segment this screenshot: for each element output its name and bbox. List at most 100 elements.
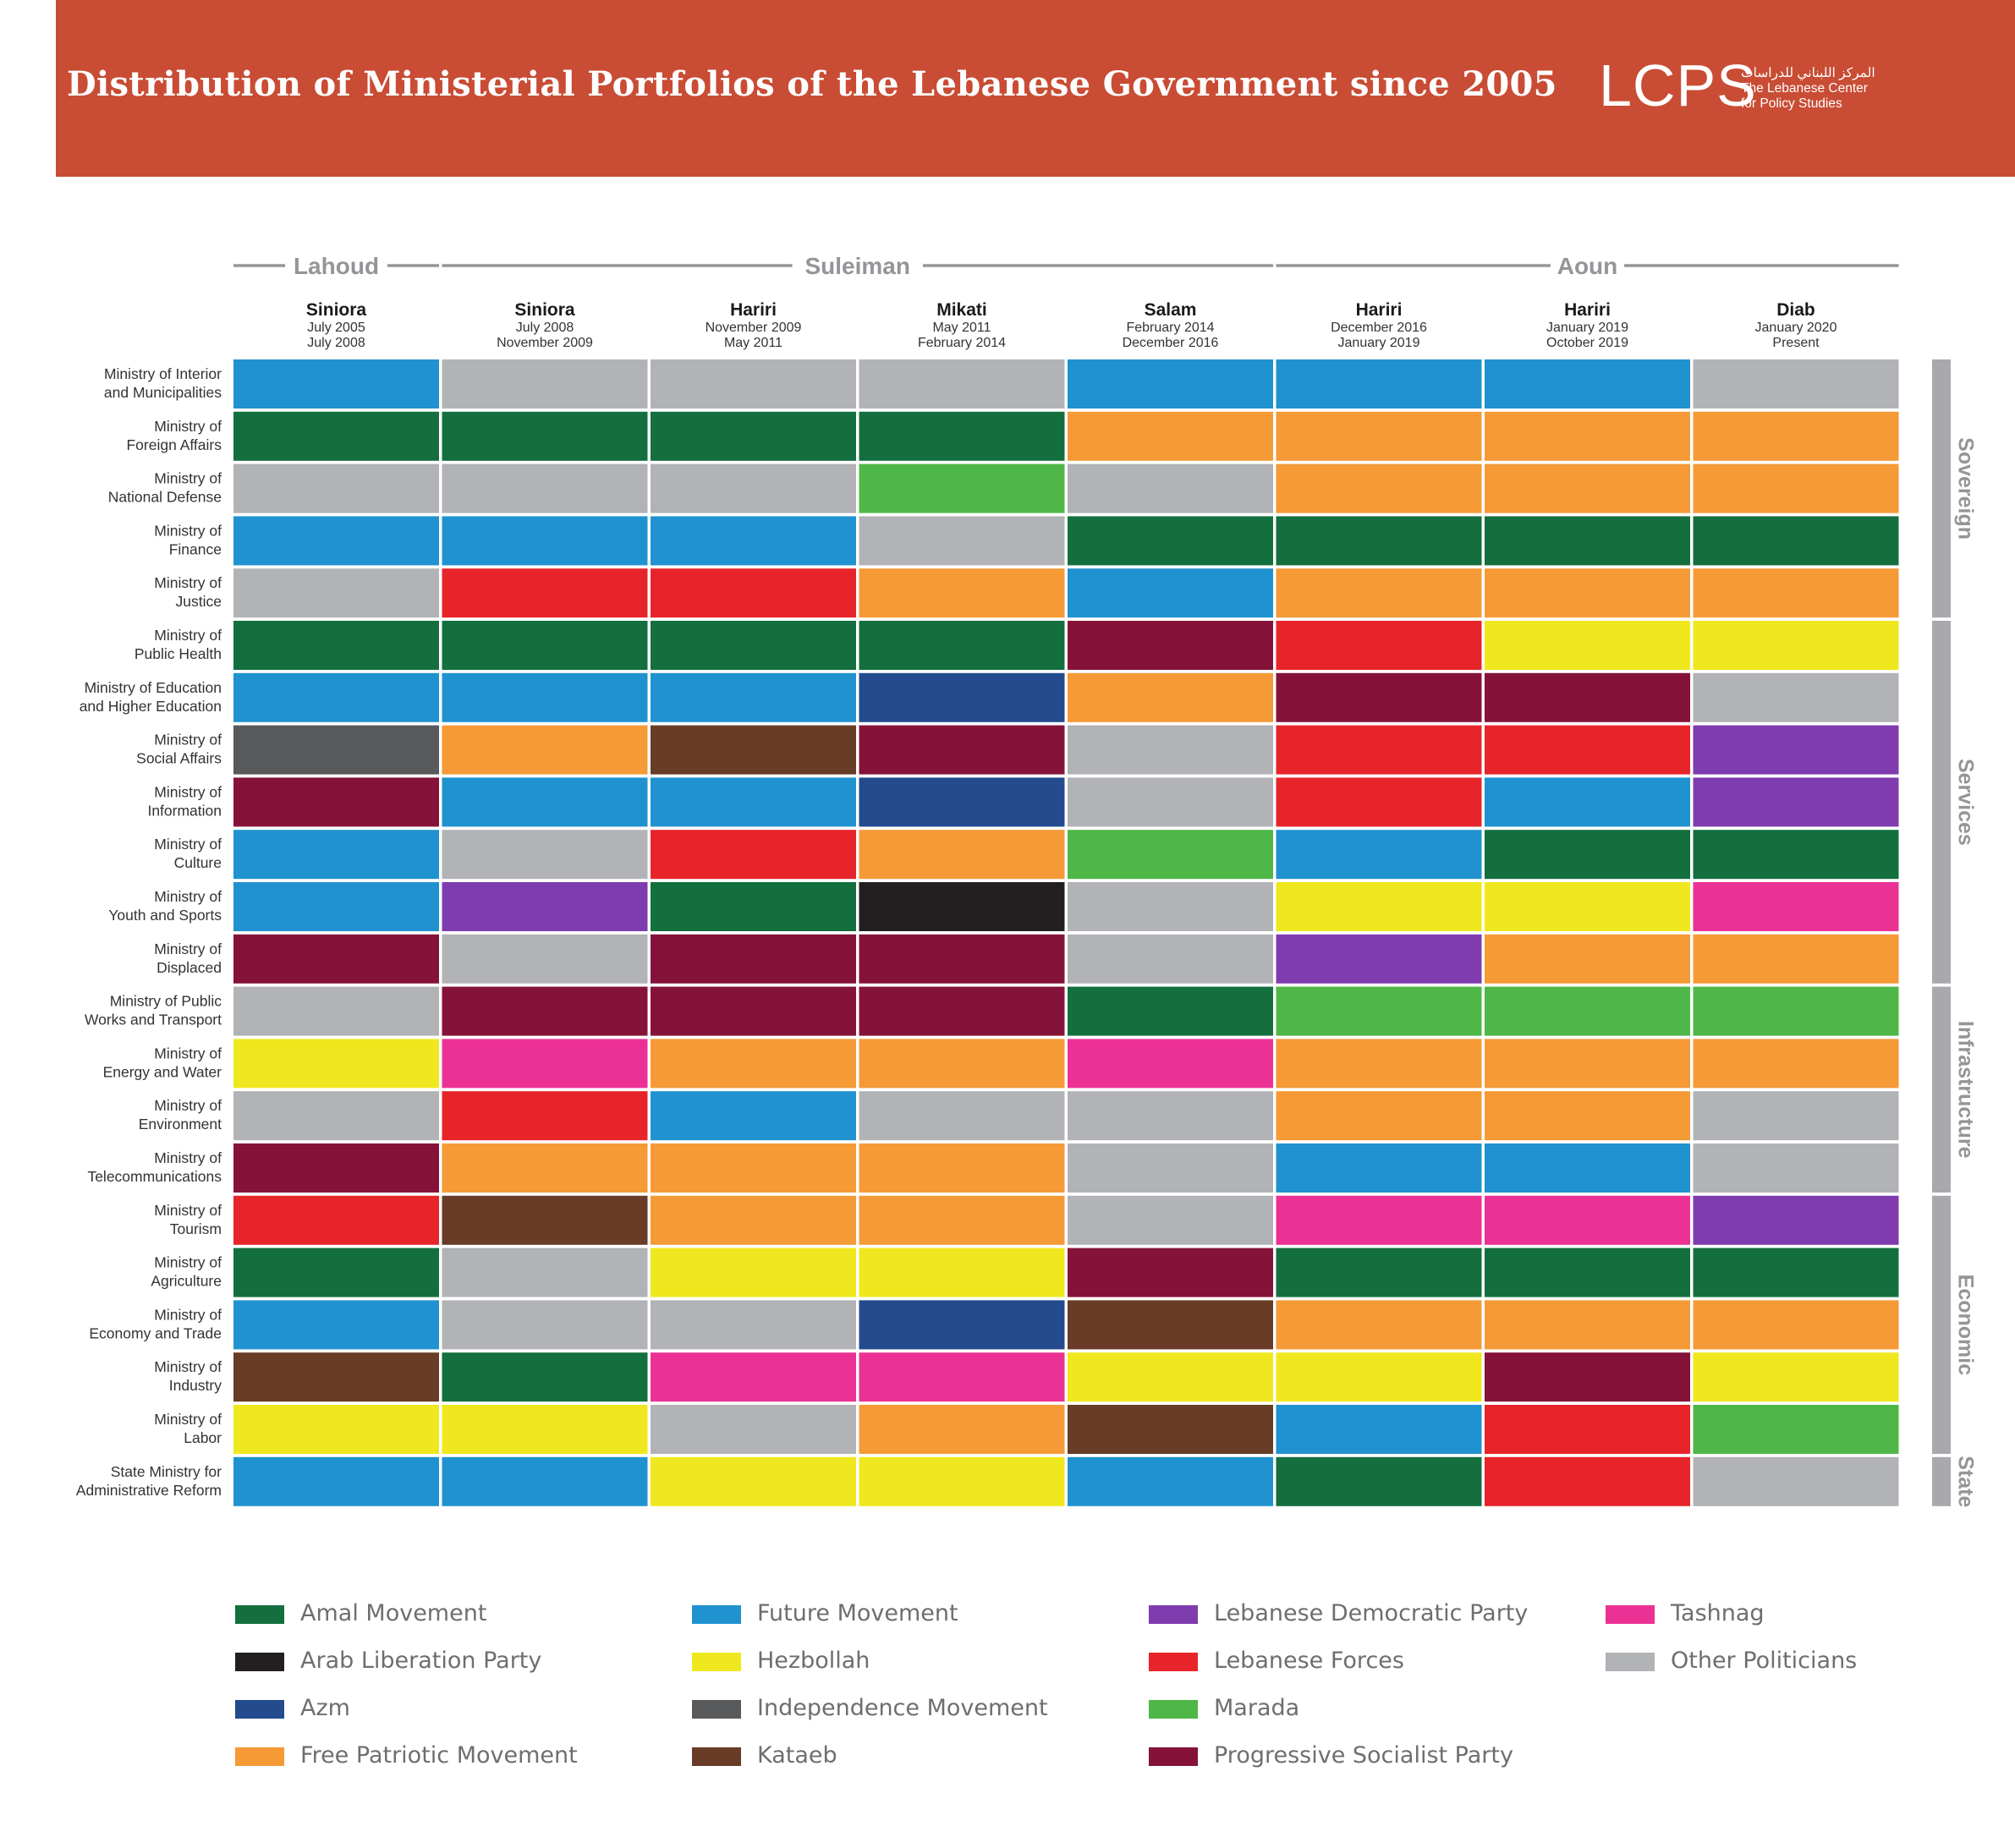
logo-arabic-text: المركز اللبناني للدراسات (1741, 66, 1875, 80)
portfolio-cell: Other Politicians (1068, 725, 1273, 775)
portfolio-cell: Hezbollah (233, 1039, 439, 1089)
ministry-label: Youth and Sports (108, 907, 222, 924)
portfolio-cell: Future Movement (651, 516, 856, 566)
legend-label: Marada (1214, 1695, 1300, 1721)
government-end: November 2009 (497, 336, 593, 350)
legend-swatch (692, 1653, 741, 1671)
ministry-label: Finance (169, 540, 222, 557)
portfolio-cell: Amal Movement (1693, 1248, 1899, 1297)
portfolio-cell: Other Politicians (1068, 1091, 1273, 1141)
ministry-label: Ministry of (154, 1149, 222, 1166)
government-pm: Salam (1145, 300, 1197, 320)
president-label-lahoud: Lahoud (294, 253, 379, 279)
government-start: February 2014 (1126, 321, 1214, 335)
government-end: October 2019 (1546, 336, 1628, 350)
portfolio-cell: Free Patriotic Movement (1693, 568, 1899, 618)
portfolio-cell: Future Movement (1485, 1143, 1690, 1193)
portfolio-cell: Lebanese Forces (651, 568, 856, 618)
portfolio-cell: Kataeb (1068, 1405, 1273, 1454)
portfolio-cell: Progressive Socialist Party (859, 725, 1065, 775)
portfolio-cell: Tashnag (442, 1039, 648, 1089)
government-pm: Hariri (730, 300, 777, 320)
portfolio-cell: Future Movement (1485, 777, 1690, 827)
portfolio-cell: Lebanese Democratic Party (1693, 1195, 1899, 1245)
portfolio-cell: Tashnag (1693, 882, 1899, 931)
portfolio-cell: Free Patriotic Movement (651, 1143, 856, 1193)
portfolio-cell: Tashnag (859, 1352, 1065, 1402)
portfolio-cell: Future Movement (1276, 359, 1482, 409)
legend-swatch (692, 1605, 741, 1624)
portfolio-cell: Other Politicians (1693, 1456, 1899, 1506)
portfolio-cell: Hezbollah (1485, 621, 1690, 670)
portfolio-cell: Amal Movement (1485, 1248, 1690, 1297)
portfolio-cell: Progressive Socialist Party (1276, 672, 1482, 722)
portfolio-cell: Progressive Socialist Party (233, 777, 439, 827)
portfolio-cell: Free Patriotic Movement (651, 1195, 856, 1245)
legend-swatch (1149, 1700, 1198, 1719)
portfolio-cell: Future Movement (442, 516, 648, 566)
portfolio-cell: Other Politicians (651, 463, 856, 513)
portfolio-cell: Free Patriotic Movement (1276, 1091, 1482, 1141)
portfolio-cell: Tashnag (1276, 1195, 1482, 1245)
portfolio-cell: Lebanese Democratic Party (1276, 934, 1482, 984)
legend-swatch (235, 1605, 284, 1624)
ministry-label: Culture (174, 854, 222, 871)
portfolio-cell: Free Patriotic Movement (1276, 1039, 1482, 1089)
portfolio-cell: Future Movement (442, 777, 648, 827)
portfolio-cell: Free Patriotic Movement (1485, 568, 1690, 618)
government-pm: Hariri (1564, 300, 1611, 320)
ministry-label: Agriculture (151, 1273, 222, 1290)
ministry-label: Public Health (135, 645, 222, 662)
portfolio-cell: Other Politicians (1068, 777, 1273, 827)
portfolio-cell: Lebanese Democratic Party (442, 882, 648, 931)
portfolio-cell: Lebanese Forces (1485, 725, 1690, 775)
portfolio-cell: Amal Movement (1276, 516, 1482, 566)
ministry-label: Ministry of Education (85, 679, 222, 696)
portfolio-cell: Amal Movement (1693, 516, 1899, 566)
legend-label: Hezbollah (757, 1648, 870, 1674)
portfolio-cell: Free Patriotic Movement (1276, 463, 1482, 513)
ministry-label: Works and Transport (85, 1012, 222, 1028)
government-end: Present (1772, 336, 1820, 350)
portfolio-cell: Tashnag (1485, 1195, 1690, 1245)
portfolio-cell: Progressive Socialist Party (1068, 621, 1273, 670)
group-bar (1932, 1456, 1951, 1506)
portfolio-cell: Future Movement (651, 1091, 856, 1141)
legend-label: Lebanese Democratic Party (1214, 1600, 1529, 1626)
portfolio-cell: Arab Liberation Party (859, 882, 1065, 931)
portfolio-cell: Amal Movement (651, 621, 856, 670)
portfolio-cell: Free Patriotic Movement (1485, 934, 1690, 984)
portfolio-cell: Future Movement (1068, 359, 1273, 409)
legend-label: Tashnag (1671, 1600, 1765, 1626)
portfolio-cell: Lebanese Forces (1485, 1405, 1690, 1454)
group-bar (1932, 986, 1951, 1193)
portfolio-cell: Other Politicians (233, 986, 439, 1036)
portfolio-cell: Azm (859, 777, 1065, 827)
government-pm: Mikati (936, 300, 987, 320)
portfolio-cell: Progressive Socialist Party (233, 1143, 439, 1193)
government-pm: Hariri (1356, 300, 1403, 320)
portfolio-cell: Amal Movement (442, 1352, 648, 1402)
portfolio-cell: Progressive Socialist Party (442, 986, 648, 1036)
portfolio-cell: Future Movement (1485, 359, 1690, 409)
president-label-aoun: Aoun (1557, 253, 1618, 279)
portfolio-cell: Lebanese Forces (1276, 621, 1482, 670)
portfolio-cell: Lebanese Democratic Party (1693, 777, 1899, 827)
portfolio-cell: Lebanese Forces (442, 568, 648, 618)
legend-swatch (235, 1700, 284, 1719)
portfolio-cell: Kataeb (1068, 1300, 1273, 1350)
page-title: Distribution of Ministerial Portfolios o… (67, 64, 1557, 104)
legend-label: Kataeb (757, 1742, 837, 1768)
portfolio-cell: Lebanese Forces (233, 1195, 439, 1245)
ministry-label: Justice (176, 593, 222, 610)
portfolio-cell: Kataeb (233, 1352, 439, 1402)
portfolio-cell: Progressive Socialist Party (233, 934, 439, 984)
legend-label: Free Patriotic Movement (300, 1742, 578, 1768)
group-label-infrastructure: Infrastructure (1953, 1021, 1977, 1159)
portfolio-cell: Free Patriotic Movement (1276, 1300, 1482, 1350)
group-bar (1932, 359, 1951, 618)
portfolio-cell: Progressive Socialist Party (1068, 1248, 1273, 1297)
legend-swatch (1606, 1605, 1655, 1624)
portfolio-cell: Progressive Socialist Party (651, 986, 856, 1036)
